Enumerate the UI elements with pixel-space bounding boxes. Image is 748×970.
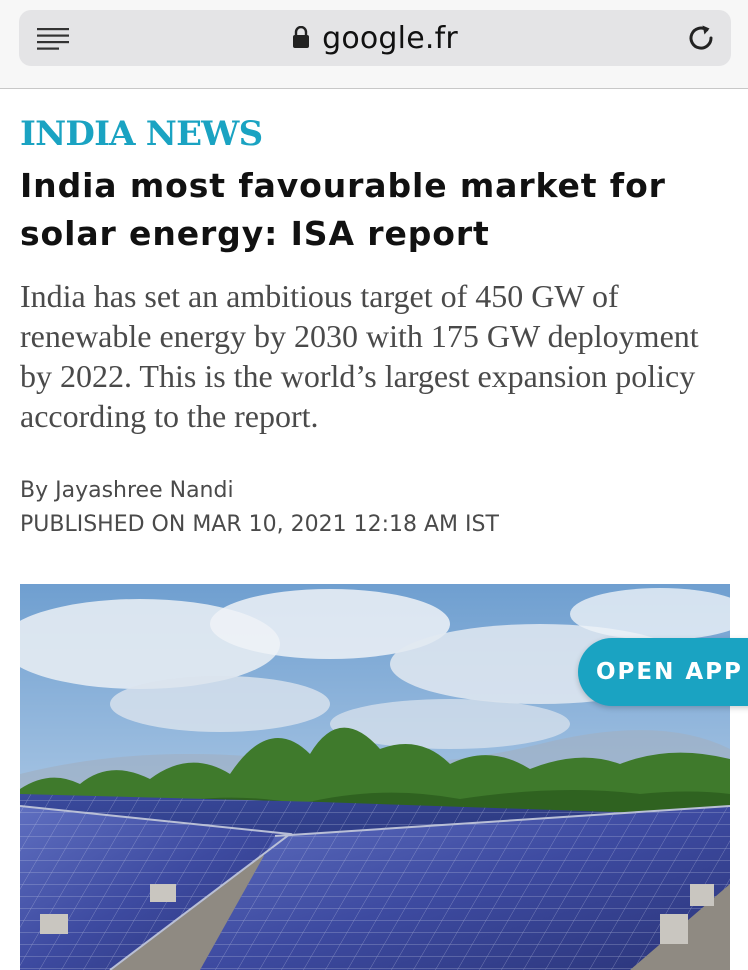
article-summary: India has set an ambitious target of 450… bbox=[20, 278, 699, 434]
reload-icon[interactable] bbox=[685, 22, 717, 54]
url-display[interactable]: google.fr bbox=[19, 10, 731, 66]
lock-icon bbox=[293, 26, 310, 48]
hamburger-menu-icon[interactable] bbox=[37, 28, 69, 50]
browser-toolbar: google.fr bbox=[0, 0, 748, 89]
address-bar[interactable]: google.fr bbox=[19, 10, 731, 66]
section-label[interactable]: INDIA NEWS bbox=[20, 114, 263, 154]
url-text: google.fr bbox=[322, 20, 458, 56]
solar-panel-photo bbox=[20, 584, 730, 970]
article-hero-image[interactable] bbox=[20, 584, 730, 970]
author-byline[interactable]: By Jayashree Nandi bbox=[20, 478, 234, 503]
published-date: PUBLISHED ON MAR 10, 2021 12:18 AM IST bbox=[20, 512, 499, 537]
article-headline: India most favourable market for solar e… bbox=[20, 166, 666, 253]
open-app-button[interactable]: OPEN APP bbox=[578, 638, 748, 706]
